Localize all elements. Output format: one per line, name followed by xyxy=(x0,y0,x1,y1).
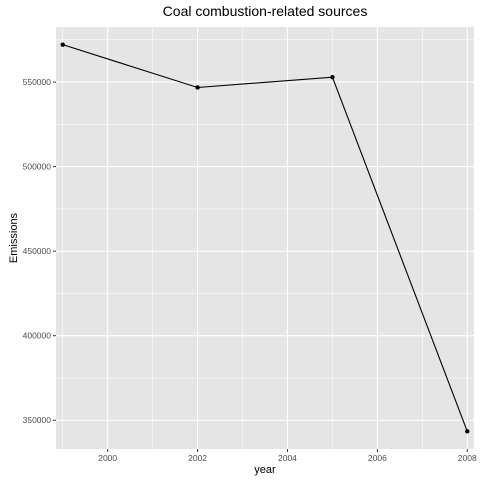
x-tick-label: 2008 xyxy=(458,453,477,463)
x-axis-title: year xyxy=(254,464,276,476)
x-axis-ticks: 2000 2002 2004 2006 2008 xyxy=(98,449,477,463)
x-tick-label: 2002 xyxy=(188,453,207,463)
y-axis-ticks: 350000 400000 450000 500000 550000 xyxy=(23,77,56,425)
y-tick-label: 450000 xyxy=(23,246,52,256)
data-point xyxy=(330,74,335,80)
x-tick-label: 2006 xyxy=(368,453,387,463)
x-tick-label: 2000 xyxy=(98,453,117,463)
y-tick-label: 550000 xyxy=(23,77,52,87)
points-layer xyxy=(60,42,470,434)
grid-major xyxy=(56,27,474,449)
grid-minor xyxy=(56,27,474,449)
y-tick-label: 500000 xyxy=(23,162,52,172)
series-line xyxy=(62,44,468,432)
data-point xyxy=(465,429,470,434)
chart-title: Coal combustion-related sources xyxy=(163,3,368,19)
plot-panel xyxy=(56,27,474,449)
y-tick-label: 400000 xyxy=(23,331,52,341)
data-point xyxy=(60,42,65,47)
x-tick-label: 2004 xyxy=(278,453,297,463)
data-point xyxy=(195,85,200,90)
y-axis-title: Emissions xyxy=(8,212,20,263)
y-tick-label: 350000 xyxy=(23,415,52,425)
series-layer xyxy=(62,44,468,432)
